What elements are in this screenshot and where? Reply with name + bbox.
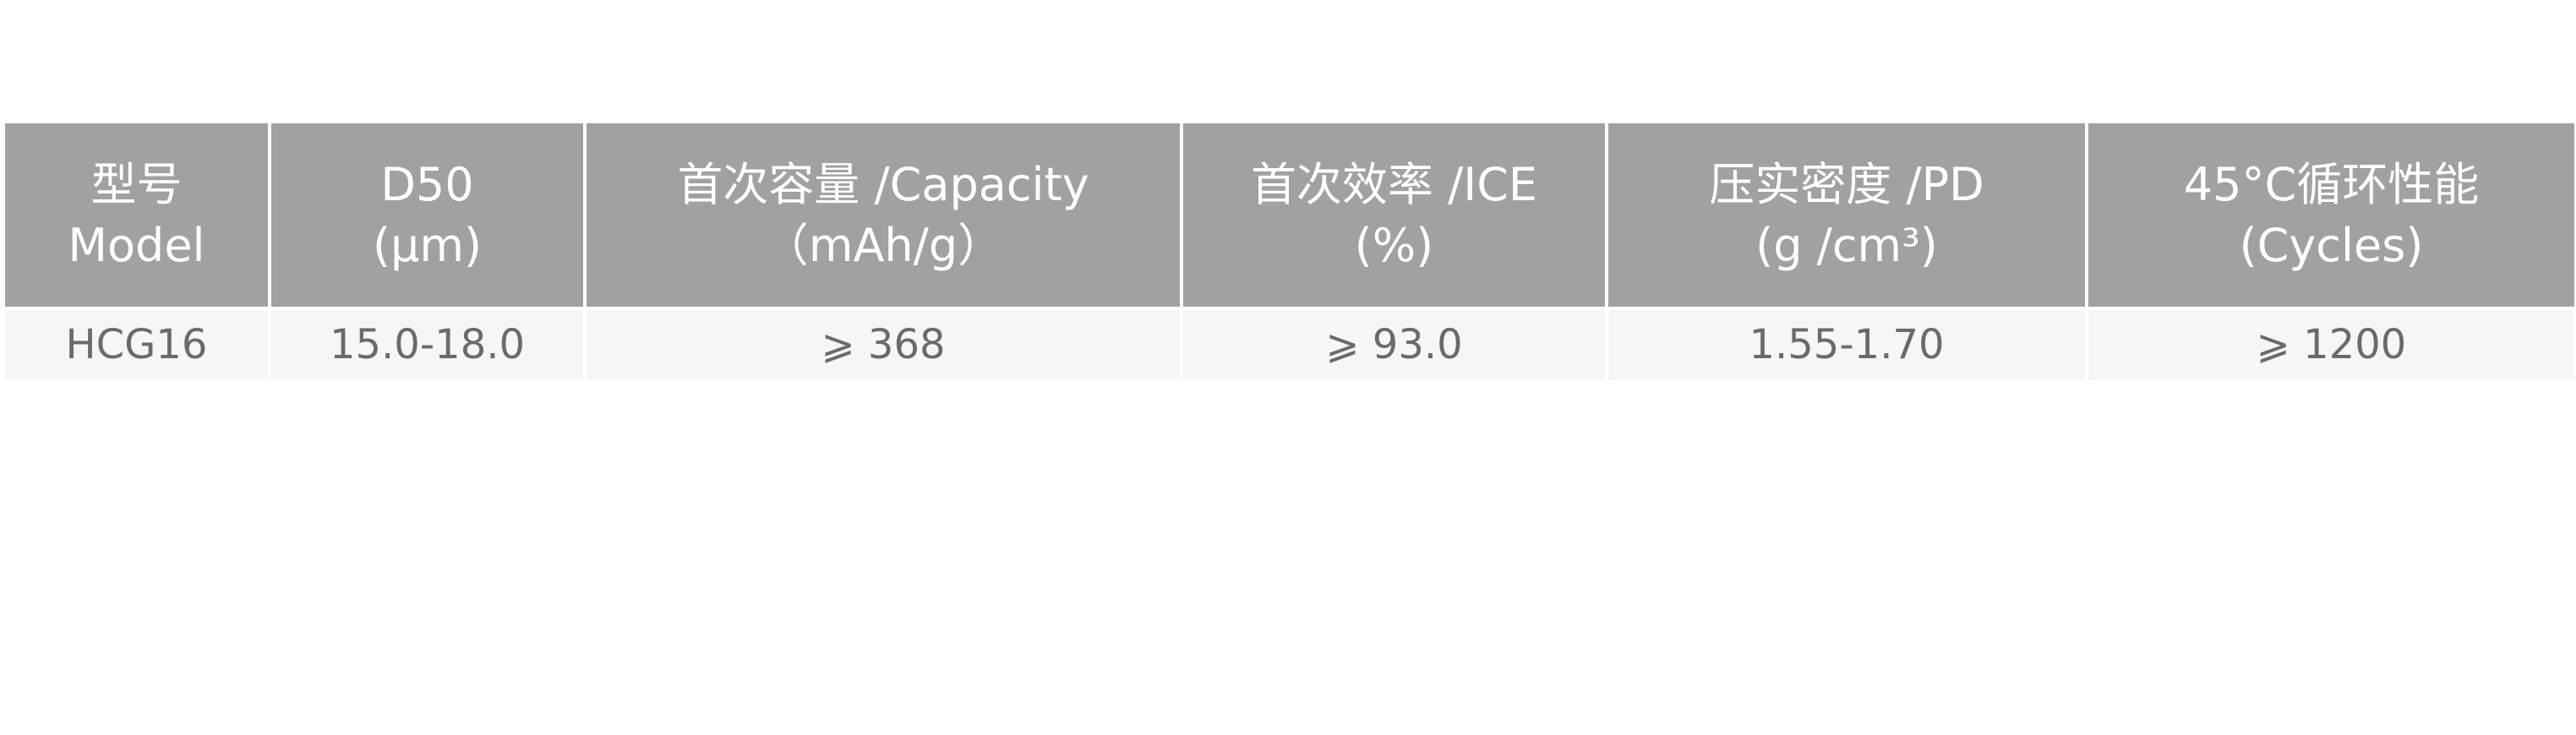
header-row: 型号 Model D50 (μm) 首次容量 /Capacity （mAh/g） 首次… (2, 120, 2576, 310)
header-sublabel: (%) (1354, 218, 1434, 272)
header-pd: 压实密度 /PD (g /cm³) (1605, 120, 2088, 310)
header-capacity: 首次容量 /Capacity （mAh/g） (583, 120, 1183, 310)
header-sublabel: (μm) (372, 218, 483, 272)
header-sublabel: Model (68, 218, 205, 272)
header-sublabel: (g /cm³) (1755, 218, 1938, 272)
table-row: HCG16 15.0-18.0 ⩾ 368 ⩾ 93.0 1.55-1.70 ⩾… (2, 307, 2576, 383)
header-sublabel: (Cycles) (2239, 218, 2424, 272)
cell-d50: 15.0-18.0 (268, 307, 587, 383)
header-cycles: 45°C循环性能 (Cycles) (2085, 120, 2576, 310)
cell-ice: ⩾ 93.0 (1180, 307, 1608, 383)
header-label: 型号 (90, 157, 183, 211)
header-label: 压实密度 /PD (1709, 157, 1984, 211)
header-label: 首次效率 /ICE (1250, 157, 1538, 211)
spec-table: 型号 Model D50 (μm) 首次容量 /Capacity （mAh/g） 首次… (2, 120, 2576, 383)
cell-pd: 1.55-1.70 (1605, 307, 2088, 383)
cell-cycles: ⩾ 1200 (2085, 307, 2576, 383)
cell-model: HCG16 (2, 307, 271, 383)
cell-capacity: ⩾ 368 (583, 307, 1183, 383)
header-label: D50 (380, 157, 474, 211)
header-label: 45°C循环性能 (2183, 157, 2480, 211)
header-d50: D50 (μm) (268, 120, 587, 310)
header-label: 首次容量 /Capacity (677, 157, 1089, 211)
header-ice: 首次效率 /ICE (%) (1180, 120, 1608, 310)
header-sublabel: （mAh/g） (762, 218, 1004, 272)
header-model: 型号 Model (2, 120, 271, 310)
